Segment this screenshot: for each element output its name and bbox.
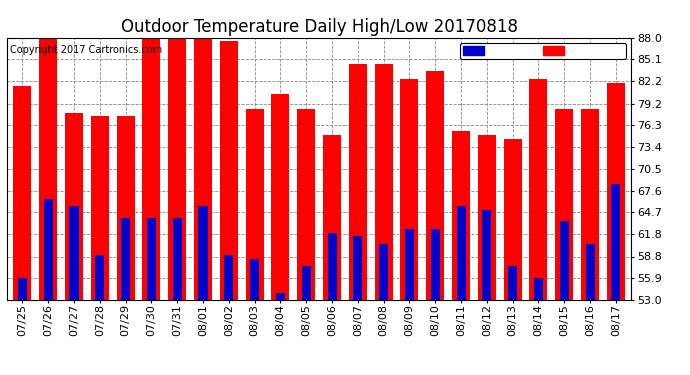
Bar: [117, 116, 135, 300]
Bar: [70, 206, 79, 300]
Bar: [607, 82, 625, 300]
Bar: [452, 131, 470, 300]
Bar: [276, 292, 285, 300]
Bar: [375, 64, 393, 300]
Bar: [431, 229, 440, 300]
Bar: [328, 232, 337, 300]
Bar: [611, 184, 620, 300]
Bar: [586, 244, 595, 300]
Bar: [43, 199, 52, 300]
Title: Outdoor Temperature Daily High/Low 20170818: Outdoor Temperature Daily High/Low 20170…: [121, 18, 517, 36]
Bar: [400, 79, 418, 300]
Bar: [477, 135, 496, 300]
Bar: [121, 217, 130, 300]
Bar: [405, 229, 414, 300]
Bar: [194, 38, 212, 300]
Bar: [91, 116, 109, 300]
Bar: [220, 41, 238, 300]
Bar: [349, 64, 367, 300]
Bar: [534, 278, 543, 300]
Bar: [426, 71, 444, 300]
Text: Copyright 2017 Cartronics.com: Copyright 2017 Cartronics.com: [10, 45, 162, 56]
Bar: [172, 217, 181, 300]
Bar: [504, 139, 522, 300]
Bar: [529, 79, 547, 300]
Legend: Low  (°F), High  (°F): Low (°F), High (°F): [460, 43, 626, 59]
Bar: [142, 34, 161, 300]
Bar: [508, 266, 518, 300]
Bar: [323, 135, 341, 300]
Bar: [560, 221, 569, 300]
Bar: [65, 112, 83, 300]
Bar: [95, 255, 104, 300]
Bar: [199, 206, 208, 300]
Bar: [555, 109, 573, 300]
Bar: [581, 109, 599, 300]
Bar: [482, 210, 491, 300]
Bar: [271, 94, 289, 300]
Bar: [246, 109, 264, 300]
Bar: [457, 206, 466, 300]
Bar: [302, 266, 310, 300]
Bar: [39, 34, 57, 300]
Bar: [13, 86, 32, 300]
Bar: [297, 109, 315, 300]
Bar: [168, 38, 186, 300]
Bar: [379, 244, 388, 300]
Bar: [224, 255, 233, 300]
Bar: [18, 278, 27, 300]
Bar: [250, 259, 259, 300]
Bar: [147, 217, 156, 300]
Bar: [353, 236, 362, 300]
